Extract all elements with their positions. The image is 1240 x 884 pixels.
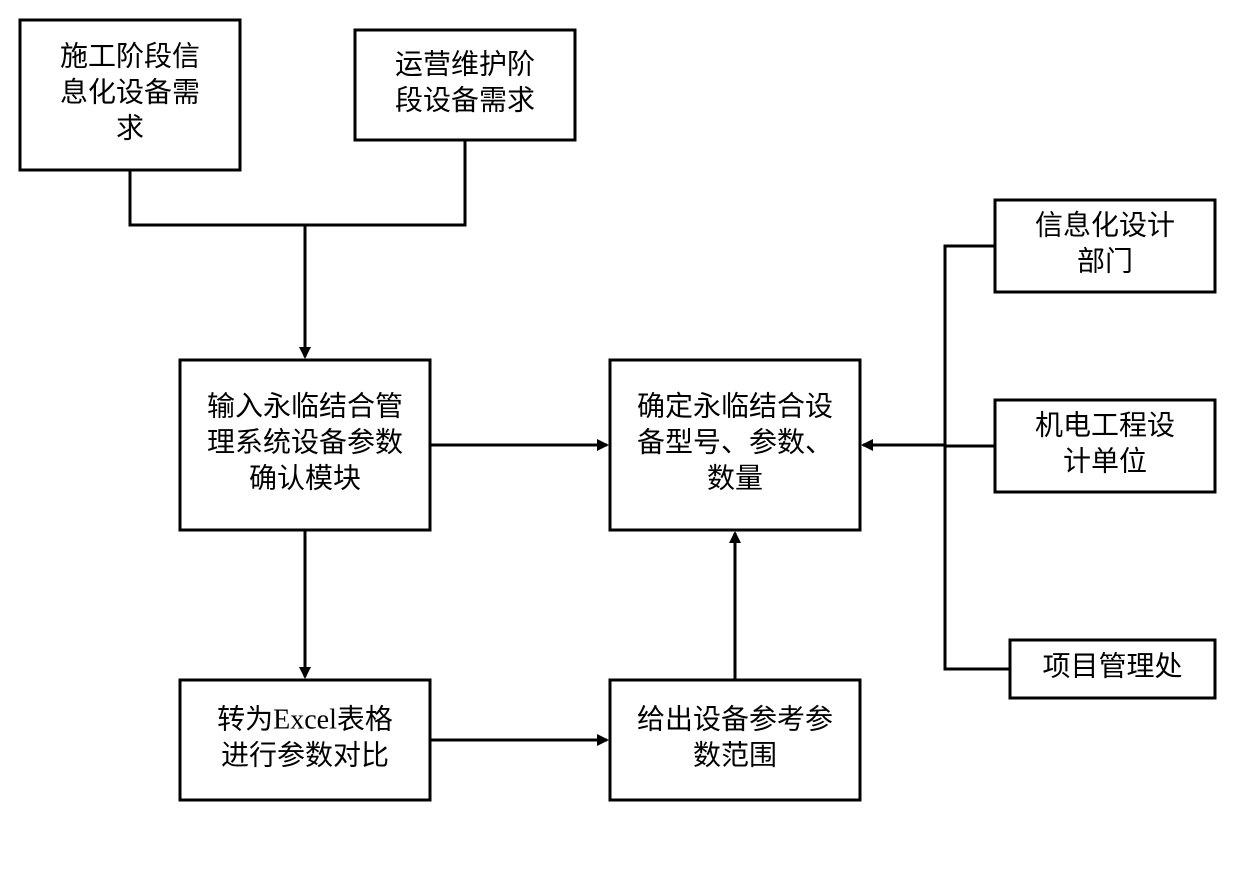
flow-node-n4-line-2: 数量 [707,462,763,494]
flow-node-n3-line-1: 理系统设备参数 [207,426,403,458]
flow-node-n2: 运营维护阶段设备需求 [355,30,575,140]
flow-node-n3-line-2: 确认模块 [249,462,361,494]
flow-node-n6-line-1: 数范围 [693,739,777,771]
flow-node-n1-line-1: 息化设备需 [60,76,200,108]
flow-node-n4: 确定永临结合设备型号、参数、数量 [610,360,860,530]
flow-node-n2-line-1: 段设备需求 [395,84,535,116]
flow-edge-6 [945,246,995,445]
flow-node-n3: 输入永临结合管理系统设备参数确认模块 [180,360,430,530]
flow-node-n4-line-1: 备型号、参数、 [637,426,833,458]
flow-node-n1-line-0: 施工阶段信 [60,40,200,72]
flow-node-n2-line-0: 运营维护阶 [395,48,535,80]
flow-node-n5: 转为Excel表格进行参数对比 [180,680,430,800]
flow-node-n8-line-0: 机电工程设 [1035,409,1175,441]
flow-node-n5-line-1: 进行参数对比 [221,739,389,771]
flow-node-n6: 给出设备参考参数范围 [610,680,860,800]
flow-node-n3-line-0: 输入永临结合管 [207,390,403,422]
flow-node-n7-line-0: 信息化设计 [1035,209,1175,241]
flowchart-diagram: 施工阶段信息化设备需求运营维护阶段设备需求输入永临结合管理系统设备参数确认模块确… [0,0,1240,884]
flow-node-n1: 施工阶段信息化设备需求 [20,20,240,170]
flow-edge-0 [130,170,305,357]
flow-node-n5-line-0: 转为Excel表格 [217,703,393,735]
flow-node-n8: 机电工程设计单位 [995,400,1215,492]
flow-edge-1 [305,140,465,225]
flow-node-n4-line-0: 确定永临结合设 [637,390,833,422]
flow-node-n9: 项目管理处 [1010,640,1215,698]
flow-node-n8-line-1: 计单位 [1063,445,1147,477]
flow-node-n7-line-1: 部门 [1077,245,1133,277]
flow-node-n1-line-2: 求 [116,112,144,144]
flow-node-n9-line-0: 项目管理处 [1042,650,1182,682]
flow-node-n7: 信息化设计部门 [995,200,1215,292]
flow-node-n6-line-0: 给出设备参考参 [637,703,833,735]
